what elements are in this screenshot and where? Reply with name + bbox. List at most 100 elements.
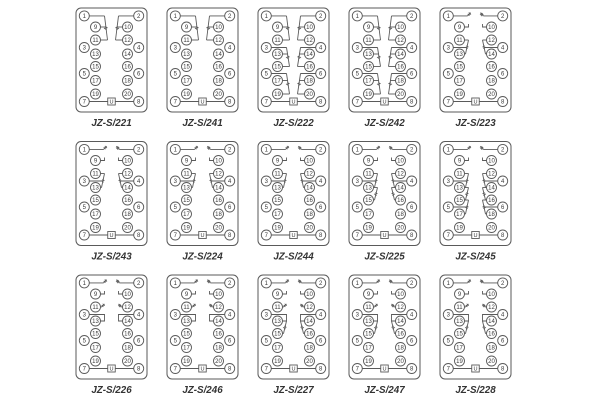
svg-text:16: 16: [306, 65, 313, 71]
svg-text:17: 17: [183, 212, 190, 218]
svg-text:12: 12: [215, 172, 222, 178]
svg-text:20: 20: [124, 92, 131, 98]
svg-text:20: 20: [306, 359, 313, 365]
svg-text:14: 14: [124, 52, 131, 58]
svg-text:JZ-S/223: JZ-S/223: [455, 118, 496, 129]
svg-text:14: 14: [215, 52, 222, 58]
svg-text:13: 13: [183, 186, 190, 192]
svg-text:JZ-S/241: JZ-S/241: [182, 118, 222, 129]
svg-text:U: U: [473, 100, 477, 106]
svg-text:11: 11: [92, 38, 99, 44]
svg-text:11: 11: [92, 172, 99, 178]
svg-text:12: 12: [397, 38, 404, 44]
svg-text:20: 20: [397, 92, 404, 98]
svg-text:U: U: [109, 233, 113, 239]
svg-text:11: 11: [365, 172, 372, 178]
svg-text:18: 18: [124, 346, 131, 352]
svg-text:17: 17: [365, 79, 372, 85]
svg-text:20: 20: [397, 359, 404, 365]
svg-text:16: 16: [124, 332, 131, 338]
svg-text:10: 10: [397, 25, 404, 31]
svg-text:20: 20: [488, 92, 495, 98]
svg-text:18: 18: [397, 212, 404, 218]
svg-text:11: 11: [183, 38, 190, 44]
svg-text:U: U: [109, 100, 113, 106]
svg-text:15: 15: [274, 332, 281, 338]
svg-text:19: 19: [274, 226, 281, 232]
svg-text:19: 19: [456, 92, 463, 98]
svg-text:15: 15: [183, 198, 190, 204]
svg-text:11: 11: [456, 38, 463, 44]
svg-text:20: 20: [397, 226, 404, 232]
svg-text:15: 15: [456, 332, 463, 338]
svg-text:17: 17: [456, 346, 463, 352]
svg-text:18: 18: [215, 79, 222, 85]
svg-text:18: 18: [488, 79, 495, 85]
svg-text:17: 17: [92, 79, 99, 85]
svg-text:10: 10: [124, 292, 131, 298]
svg-text:16: 16: [306, 198, 313, 204]
svg-text:12: 12: [397, 305, 404, 311]
svg-text:18: 18: [397, 346, 404, 352]
svg-text:U: U: [382, 367, 386, 373]
svg-text:14: 14: [488, 186, 495, 192]
svg-text:11: 11: [183, 172, 190, 178]
svg-text:JZ-S/246: JZ-S/246: [182, 385, 223, 396]
svg-text:15: 15: [183, 332, 190, 338]
svg-text:JZ-S/224: JZ-S/224: [182, 252, 223, 263]
svg-text:20: 20: [488, 359, 495, 365]
svg-text:18: 18: [397, 79, 404, 85]
svg-text:13: 13: [456, 186, 463, 192]
svg-text:19: 19: [274, 92, 281, 98]
svg-text:12: 12: [488, 38, 495, 44]
svg-text:20: 20: [215, 226, 222, 232]
svg-text:14: 14: [124, 319, 131, 325]
svg-text:14: 14: [124, 186, 131, 192]
svg-text:18: 18: [124, 212, 131, 218]
svg-text:JZ-S/225: JZ-S/225: [364, 252, 405, 263]
svg-text:U: U: [291, 100, 295, 106]
svg-text:16: 16: [215, 332, 222, 338]
svg-text:18: 18: [215, 346, 222, 352]
svg-text:15: 15: [92, 332, 99, 338]
svg-text:19: 19: [92, 359, 99, 365]
svg-text:19: 19: [365, 359, 372, 365]
svg-text:12: 12: [124, 38, 131, 44]
svg-text:19: 19: [456, 226, 463, 232]
svg-text:15: 15: [92, 65, 99, 71]
svg-text:10: 10: [488, 25, 495, 31]
svg-text:16: 16: [397, 198, 404, 204]
svg-text:17: 17: [274, 79, 281, 85]
svg-text:10: 10: [215, 292, 222, 298]
svg-text:12: 12: [306, 38, 313, 44]
svg-text:13: 13: [183, 319, 190, 325]
svg-text:17: 17: [456, 212, 463, 218]
svg-text:11: 11: [274, 305, 281, 311]
svg-text:12: 12: [488, 172, 495, 178]
svg-text:17: 17: [92, 346, 99, 352]
svg-text:10: 10: [306, 159, 313, 165]
svg-text:12: 12: [215, 38, 222, 44]
svg-text:10: 10: [488, 292, 495, 298]
svg-text:20: 20: [124, 359, 131, 365]
svg-text:15: 15: [274, 65, 281, 71]
svg-text:13: 13: [456, 319, 463, 325]
svg-text:13: 13: [92, 186, 99, 192]
svg-text:13: 13: [274, 186, 281, 192]
svg-text:JZ-S/247: JZ-S/247: [364, 385, 405, 396]
svg-text:15: 15: [365, 65, 372, 71]
svg-text:17: 17: [183, 346, 190, 352]
svg-text:11: 11: [92, 305, 99, 311]
svg-text:11: 11: [365, 38, 372, 44]
svg-text:10: 10: [306, 25, 313, 31]
svg-text:12: 12: [306, 305, 313, 311]
svg-text:15: 15: [365, 332, 372, 338]
svg-text:15: 15: [274, 198, 281, 204]
svg-text:13: 13: [183, 52, 190, 58]
svg-text:20: 20: [488, 226, 495, 232]
svg-text:JZ-S/226: JZ-S/226: [91, 385, 132, 396]
svg-text:14: 14: [488, 52, 495, 58]
svg-text:18: 18: [488, 212, 495, 218]
svg-text:16: 16: [124, 65, 131, 71]
svg-text:11: 11: [365, 305, 372, 311]
